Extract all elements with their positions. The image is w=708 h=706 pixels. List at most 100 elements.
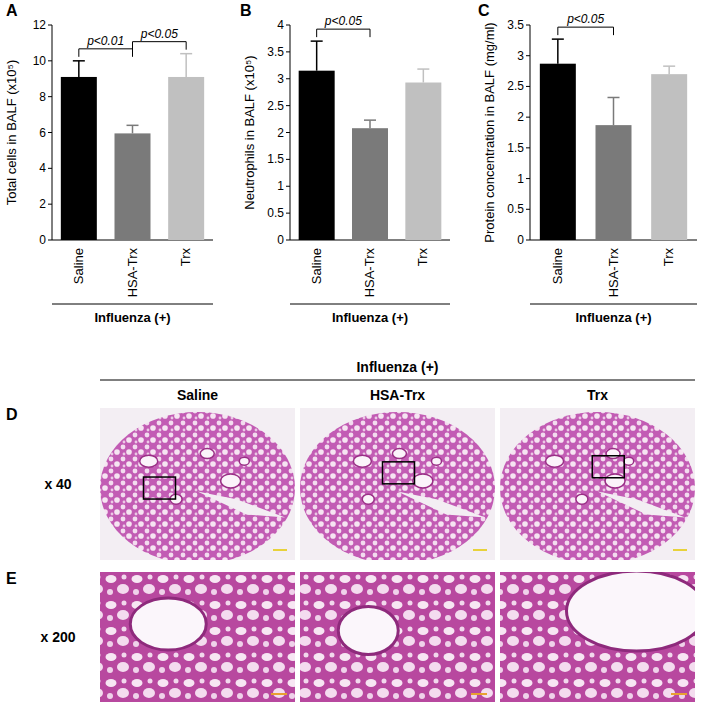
y-tick xyxy=(48,132,52,133)
error-bar xyxy=(417,69,429,82)
y-tick xyxy=(48,168,52,169)
vessel xyxy=(392,449,406,459)
x-axis-label: Influenza (+) xyxy=(332,310,408,325)
bar xyxy=(352,128,388,240)
histology: Influenza (+)SalineHSA-TrxTrxDx 40Ex 200 xyxy=(6,359,707,702)
y-tick xyxy=(526,86,530,87)
y-tick xyxy=(526,25,530,26)
vessel xyxy=(353,455,371,467)
error-line xyxy=(613,97,615,125)
error-bar xyxy=(552,39,564,64)
significance-bracket: p<0.05 xyxy=(558,12,614,35)
airway xyxy=(198,492,286,518)
y-axis xyxy=(530,25,531,240)
vessel xyxy=(413,474,433,488)
tissue xyxy=(100,412,295,560)
y-tick-label: 0.5 xyxy=(507,202,524,216)
error-line xyxy=(557,39,559,64)
tissue xyxy=(100,572,295,702)
micrograph xyxy=(300,572,495,702)
error-cap xyxy=(608,97,620,99)
y-tick-label: 8 xyxy=(39,90,46,104)
figure: A024681012Total cells in BALF (x10⁵)Sali… xyxy=(0,0,708,706)
y-tick xyxy=(48,204,52,205)
bracket-line xyxy=(133,42,187,50)
bar xyxy=(651,74,687,240)
y-tick-label: 1 xyxy=(277,179,284,193)
error-cap xyxy=(663,65,675,67)
plot-area xyxy=(299,41,442,240)
x-tick-label: Trx xyxy=(178,248,193,267)
error-line xyxy=(668,66,670,74)
x-tick-label: Saline xyxy=(71,248,86,284)
y-tick-label: 3.5 xyxy=(267,45,284,59)
vessel xyxy=(362,494,374,504)
bar xyxy=(115,133,151,240)
error-bar xyxy=(311,41,323,71)
y-tick xyxy=(526,55,530,56)
error-line xyxy=(369,120,371,128)
inset-box xyxy=(144,477,176,499)
tissue xyxy=(300,572,495,702)
y-tick xyxy=(526,240,530,241)
y-tick xyxy=(286,51,290,52)
error-line xyxy=(132,125,134,133)
bar xyxy=(540,64,576,240)
error-cap xyxy=(364,119,376,121)
error-cap xyxy=(127,125,139,127)
x-tick-label: Saline xyxy=(309,248,324,284)
x-axis-label: Influenza (+) xyxy=(575,310,651,325)
chart-panel: C00.511.522.533.5Protein concentration i… xyxy=(478,2,697,325)
tissue xyxy=(300,412,495,560)
error-cap xyxy=(73,60,85,62)
micrograph xyxy=(300,408,495,560)
group-line xyxy=(290,304,450,305)
histology-header: Influenza (+) xyxy=(356,359,438,375)
error-line xyxy=(78,61,80,77)
airway-lumen xyxy=(130,598,206,650)
annotation: p<0.01 xyxy=(86,34,124,48)
y-tick-label: 2.5 xyxy=(267,99,284,113)
error-bar xyxy=(180,54,192,77)
panel-label: B xyxy=(240,2,252,19)
y-tick xyxy=(286,105,290,106)
y-tick xyxy=(286,78,290,79)
bracket-line xyxy=(558,27,614,35)
y-tick xyxy=(48,60,52,61)
y-tick-label: 2 xyxy=(517,110,524,124)
x-tick-label: HSA-Trx xyxy=(125,248,140,298)
vessel xyxy=(200,449,214,459)
y-tick-label: 3.5 xyxy=(507,18,524,32)
x-axis-label: Influenza (+) xyxy=(94,310,170,325)
error-cap xyxy=(180,53,192,55)
y-tick-label: 12 xyxy=(33,18,47,32)
y-tick-label: 0 xyxy=(39,233,46,247)
airway xyxy=(598,492,686,518)
micrograph xyxy=(500,408,695,560)
bracket-line xyxy=(317,29,370,37)
vessel xyxy=(239,457,249,465)
y-tick-label: 2 xyxy=(277,126,284,140)
chart-panel: B00.511.522.533.54Neutrophils in BALF (x… xyxy=(240,2,450,325)
vessel xyxy=(221,474,241,488)
y-tick-label: 0 xyxy=(277,233,284,247)
micrograph xyxy=(500,572,695,702)
y-tick xyxy=(286,213,290,214)
vessel xyxy=(605,474,625,488)
error-cap xyxy=(417,68,429,70)
scale-bar xyxy=(673,549,687,551)
y-tick xyxy=(48,25,52,26)
x-tick-label: HSA-Trx xyxy=(606,248,621,298)
y-tick xyxy=(286,159,290,160)
y-tick-label: 0.5 xyxy=(267,206,284,220)
bar xyxy=(596,125,632,240)
y-tick-label: 6 xyxy=(39,126,46,140)
y-tick xyxy=(286,25,290,26)
y-axis-label: Neutrophils in BALF (x10⁵) xyxy=(242,55,257,209)
vessel xyxy=(624,457,634,465)
y-tick-label: 1.5 xyxy=(267,152,284,166)
scale-bar xyxy=(271,693,287,695)
error-cap xyxy=(311,40,323,42)
y-tick-label: 1.5 xyxy=(507,141,524,155)
bar xyxy=(168,77,204,240)
